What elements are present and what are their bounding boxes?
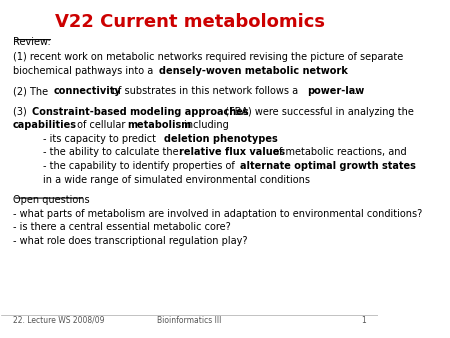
- Text: 1: 1: [362, 316, 366, 325]
- Text: (2) The: (2) The: [13, 86, 51, 96]
- Text: Review:: Review:: [13, 37, 50, 47]
- Text: of substrates in this network follows a: of substrates in this network follows a: [109, 86, 302, 96]
- Text: connectivity: connectivity: [53, 86, 121, 96]
- Text: Bioinformatics III: Bioinformatics III: [158, 316, 222, 325]
- Text: relative flux values: relative flux values: [179, 147, 285, 158]
- Text: - what parts of metabolism are involved in adaptation to environmental condition: - what parts of metabolism are involved …: [13, 209, 422, 219]
- Text: (1) recent work on metabolic networks required revising the picture of separate: (1) recent work on metabolic networks re…: [13, 52, 403, 62]
- Text: - the capability to identify properties of: - the capability to identify properties …: [43, 161, 238, 171]
- Text: 22. Lecture WS 2008/09: 22. Lecture WS 2008/09: [13, 316, 104, 325]
- Text: of metabolic reactions, and: of metabolic reactions, and: [270, 147, 407, 158]
- Text: including: including: [181, 120, 229, 130]
- Text: (3): (3): [13, 106, 30, 117]
- Text: Open questions: Open questions: [13, 195, 89, 205]
- Text: alternate optimal growth states: alternate optimal growth states: [239, 161, 415, 171]
- Text: Constraint-based modeling approaches: Constraint-based modeling approaches: [32, 106, 249, 117]
- Text: V22 Current metabolomics: V22 Current metabolomics: [54, 13, 324, 31]
- Text: power-law: power-law: [307, 86, 364, 96]
- Text: (FBA) were successful in analyzing the: (FBA) were successful in analyzing the: [221, 106, 414, 117]
- Text: deletion phenotypes: deletion phenotypes: [164, 134, 278, 144]
- Text: - its capacity to predict: - its capacity to predict: [43, 134, 159, 144]
- Text: .: .: [354, 86, 357, 96]
- Text: - the ability to calculate the: - the ability to calculate the: [43, 147, 181, 158]
- Text: of cellular: of cellular: [74, 120, 128, 130]
- Text: biochemical pathways into a: biochemical pathways into a: [13, 66, 156, 76]
- Text: - is there a central essential metabolic core?: - is there a central essential metabolic…: [13, 222, 230, 232]
- Text: densely-woven metabolic network: densely-woven metabolic network: [159, 66, 348, 76]
- Text: in a wide range of simulated environmental conditions: in a wide range of simulated environment…: [43, 175, 310, 185]
- Text: capabilities: capabilities: [13, 120, 76, 130]
- Text: metabolism: metabolism: [127, 120, 192, 130]
- Text: - what role does transcriptional regulation play?: - what role does transcriptional regulat…: [13, 236, 247, 246]
